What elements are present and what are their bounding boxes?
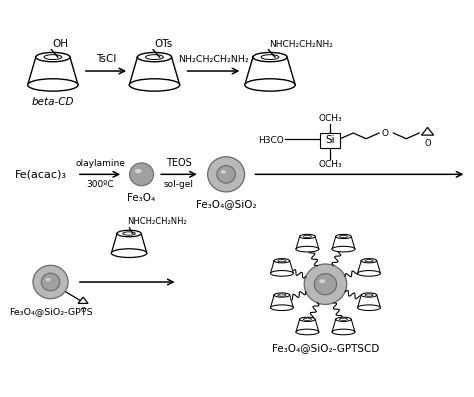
Text: OCH₃: OCH₃: [318, 160, 342, 169]
Circle shape: [217, 166, 236, 183]
Ellipse shape: [137, 52, 172, 62]
Polygon shape: [296, 319, 319, 332]
Text: Fe₃O₄@SiO₂-GPTS: Fe₃O₄@SiO₂-GPTS: [9, 306, 92, 316]
Ellipse shape: [300, 317, 315, 322]
Ellipse shape: [303, 235, 311, 237]
Text: NHCH₂CH₂NH₂: NHCH₂CH₂NH₂: [269, 40, 333, 49]
Text: OTs: OTs: [154, 39, 172, 49]
Ellipse shape: [274, 258, 290, 263]
Text: sol-gel: sol-gel: [164, 181, 194, 189]
Polygon shape: [27, 57, 78, 85]
Ellipse shape: [129, 79, 180, 91]
Text: TEOS: TEOS: [166, 158, 192, 168]
Text: olaylamine: olaylamine: [75, 159, 125, 168]
Text: Fe₃O₄@SiO₂: Fe₃O₄@SiO₂: [196, 199, 256, 209]
Ellipse shape: [336, 234, 351, 239]
Ellipse shape: [332, 329, 355, 335]
Polygon shape: [357, 261, 381, 274]
Polygon shape: [332, 319, 355, 332]
Ellipse shape: [278, 294, 286, 296]
Ellipse shape: [339, 318, 347, 320]
Ellipse shape: [44, 55, 62, 60]
Circle shape: [129, 163, 154, 186]
Ellipse shape: [332, 246, 355, 252]
FancyBboxPatch shape: [320, 133, 340, 148]
Ellipse shape: [357, 271, 381, 276]
Ellipse shape: [296, 329, 319, 335]
Circle shape: [304, 264, 346, 304]
Text: Fe₃O₄@SiO₂-GPTSCD: Fe₃O₄@SiO₂-GPTSCD: [272, 343, 379, 353]
Ellipse shape: [135, 169, 142, 173]
Ellipse shape: [245, 79, 295, 91]
Circle shape: [208, 157, 245, 192]
Ellipse shape: [336, 317, 351, 322]
Text: 300ºC: 300ºC: [86, 181, 114, 189]
Ellipse shape: [339, 235, 347, 237]
Ellipse shape: [111, 249, 147, 258]
Ellipse shape: [123, 232, 136, 235]
Ellipse shape: [365, 294, 373, 296]
Polygon shape: [245, 57, 295, 85]
Polygon shape: [271, 295, 293, 308]
Polygon shape: [332, 237, 355, 249]
Text: O: O: [382, 129, 389, 137]
Circle shape: [314, 274, 337, 295]
Ellipse shape: [361, 293, 377, 297]
Text: NHCH₂CH₂NH₂: NHCH₂CH₂NH₂: [127, 216, 187, 225]
Ellipse shape: [319, 279, 326, 283]
Text: O: O: [81, 307, 86, 313]
Ellipse shape: [146, 55, 164, 60]
Polygon shape: [296, 237, 319, 249]
Polygon shape: [111, 233, 147, 253]
Text: NH₂CH₂CH₂NH₂: NH₂CH₂CH₂NH₂: [178, 56, 248, 64]
Ellipse shape: [271, 271, 293, 276]
Text: OCH₃: OCH₃: [318, 114, 342, 123]
Ellipse shape: [36, 52, 70, 62]
Ellipse shape: [278, 260, 286, 262]
Ellipse shape: [253, 52, 287, 62]
Ellipse shape: [300, 234, 315, 239]
Circle shape: [41, 273, 60, 291]
Ellipse shape: [271, 305, 293, 310]
Text: Si: Si: [325, 135, 335, 145]
Text: H3CO: H3CO: [258, 135, 284, 145]
Ellipse shape: [261, 55, 279, 60]
Text: beta-CD: beta-CD: [32, 97, 74, 107]
Ellipse shape: [117, 230, 141, 237]
Ellipse shape: [27, 79, 78, 91]
Ellipse shape: [221, 170, 226, 173]
Text: Fe₃O₄: Fe₃O₄: [128, 193, 155, 203]
Ellipse shape: [296, 246, 319, 252]
Ellipse shape: [46, 278, 51, 281]
Polygon shape: [357, 295, 381, 308]
Polygon shape: [129, 57, 180, 85]
Polygon shape: [271, 261, 293, 274]
Circle shape: [33, 265, 68, 299]
Ellipse shape: [357, 305, 381, 310]
Ellipse shape: [365, 260, 373, 262]
Ellipse shape: [303, 318, 311, 320]
Text: Fe(acac)₃: Fe(acac)₃: [15, 170, 67, 179]
Ellipse shape: [274, 293, 290, 297]
Ellipse shape: [361, 258, 377, 263]
Text: TsCl: TsCl: [96, 54, 116, 64]
Text: OH: OH: [52, 39, 68, 49]
Text: O: O: [424, 139, 431, 148]
